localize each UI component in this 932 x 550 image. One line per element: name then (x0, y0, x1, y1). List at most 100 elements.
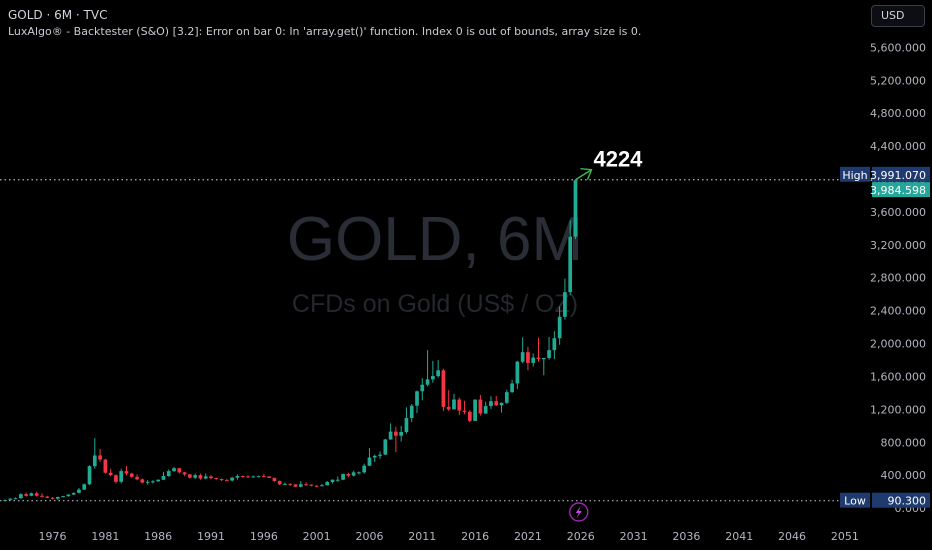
y-tick-label: 1,200.000 (870, 403, 926, 416)
candle (388, 423, 393, 440)
candle (536, 337, 541, 362)
y-tick-label: 3,600.000 (870, 206, 926, 219)
candle (161, 471, 166, 481)
candle (98, 448, 102, 463)
candle-body (457, 399, 462, 411)
candle (256, 475, 261, 478)
annotation-arrow-head (580, 168, 593, 180)
candle (288, 483, 293, 486)
x-tick-label: 2026 (567, 530, 595, 543)
candle-body (510, 383, 514, 393)
candle-body (341, 473, 345, 480)
high-price-label-box (872, 166, 930, 182)
candle (335, 476, 340, 482)
candle-body (288, 483, 293, 485)
candle-body (114, 475, 118, 482)
candle (473, 399, 477, 421)
candle (420, 378, 425, 401)
candle (71, 492, 76, 495)
candle-body (18, 494, 23, 499)
y-tick-label: 2,000.000 (870, 338, 926, 351)
candle-body (55, 497, 60, 499)
candle-body (3, 499, 7, 501)
candle-body (92, 455, 97, 467)
high-low-lines (0, 179, 866, 502)
candle-body (87, 466, 92, 485)
candle-body (563, 292, 567, 317)
candle-body (452, 399, 456, 410)
candle (166, 469, 171, 477)
x-tick-label: 2046 (778, 530, 806, 543)
candle-body (219, 478, 224, 481)
candle-body (124, 471, 129, 474)
candle (378, 451, 382, 459)
candle-body (489, 401, 493, 407)
candle (82, 483, 87, 491)
candle-body (483, 406, 488, 414)
candle (478, 394, 483, 416)
candle (494, 395, 499, 407)
candle (235, 474, 240, 480)
candle (45, 495, 50, 499)
candle-body (515, 361, 520, 384)
x-tick-label: 2036 (672, 530, 700, 543)
candle-body (357, 472, 361, 474)
lightning-icon[interactable] (569, 502, 589, 522)
candle (124, 466, 129, 476)
time-axis[interactable]: 1976 1981 1986 1991 1996 2001 2006 2011 2016 2021… (39, 502, 859, 543)
candle (520, 337, 525, 364)
candle-body (320, 485, 324, 487)
candle-body (541, 357, 546, 360)
candle-body (246, 476, 250, 478)
candle-body (409, 405, 414, 419)
candle-body (520, 352, 525, 362)
candle (240, 475, 245, 478)
x-tick-label: 1986 (144, 530, 172, 543)
candle (87, 465, 92, 486)
candle (568, 220, 573, 296)
candle-body (251, 476, 256, 478)
price-axis[interactable]: 0.000400.000800.0001,200.0001,600.0002,0… (870, 41, 926, 515)
candle (341, 473, 345, 481)
annotation-layer: 4224 (575, 147, 643, 181)
candle (77, 487, 81, 494)
candle (357, 471, 361, 475)
candle (156, 479, 161, 482)
candle-body (129, 473, 134, 477)
candle (394, 426, 398, 453)
candle (251, 475, 256, 478)
x-tick-label: 1976 (39, 530, 67, 543)
watermark: GOLD, 6M CFDs on Gold (US$ / OZ) (287, 205, 583, 318)
candle (13, 497, 18, 500)
candle-body (156, 479, 161, 482)
symbol-title[interactable]: GOLD · 6M · TVC (8, 8, 108, 22)
candle-body (383, 439, 388, 455)
candle (50, 497, 55, 500)
candle-body (557, 316, 562, 339)
candle (209, 475, 213, 480)
candle-body (436, 370, 440, 377)
candle (573, 179, 578, 240)
candle (177, 467, 182, 474)
candle-body (552, 338, 557, 351)
candle (489, 396, 493, 409)
candles-layer (3, 179, 578, 501)
candle-body (98, 455, 102, 460)
candle-body (394, 431, 398, 436)
candle-body (256, 476, 261, 478)
candle-body (504, 392, 509, 403)
high-price-label-tag-box (840, 166, 870, 182)
candle (399, 425, 404, 442)
currency-button[interactable]: USD (871, 5, 925, 27)
candle (261, 473, 266, 478)
candle-body (378, 454, 382, 456)
candle-body (198, 475, 203, 479)
candle (55, 496, 60, 500)
candle-body (29, 493, 34, 496)
low-price-label-box (872, 492, 930, 508)
candle (140, 478, 145, 484)
candle (541, 357, 546, 376)
candle (457, 397, 462, 416)
candle-body (225, 480, 229, 482)
